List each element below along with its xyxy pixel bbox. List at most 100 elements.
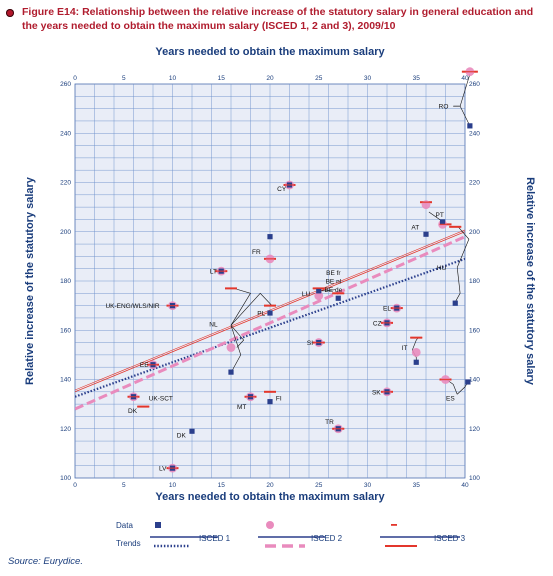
country-label: DK <box>177 432 187 439</box>
y-tick-label-left: 180 <box>60 278 71 285</box>
point-isced3-overlay-CZ <box>381 322 393 324</box>
point-isced1-PL <box>267 310 273 316</box>
country-label: MT <box>237 404 246 411</box>
y-tick-label-right: 140 <box>469 377 480 384</box>
x-tick-label-top: 25 <box>315 75 323 82</box>
point-isced3-overlay-PL <box>264 305 276 307</box>
y-tick-label-right: 240 <box>469 130 480 137</box>
country-label: PL <box>257 311 265 318</box>
y-tick-label-left: 220 <box>60 180 71 187</box>
x-tick-label-bottom: 15 <box>218 482 226 489</box>
x-tick-label-top: 20 <box>266 75 274 82</box>
point-isced2-LU <box>314 291 324 301</box>
point-isced2-NL <box>226 343 236 352</box>
country-label: HU <box>437 265 447 272</box>
y-tick-label-left: 240 <box>60 130 71 137</box>
y-tick-label-right: 100 <box>469 475 480 482</box>
country-label: SK <box>372 389 381 396</box>
point-isced1-LU <box>316 288 322 294</box>
x-tick-label-top: 30 <box>364 75 372 82</box>
country-label: BE de <box>325 287 343 294</box>
point-isced2-AT <box>421 200 431 210</box>
point-isced1-HU <box>452 300 458 306</box>
y-tick-label-left: 120 <box>60 426 71 433</box>
point-isced3-overlay-MT <box>244 396 257 398</box>
point-isced1-RO <box>467 123 473 129</box>
point-isced3-overlay-BE fr/nl/de <box>332 292 345 294</box>
x-tick-label-bottom: 5 <box>122 482 126 489</box>
country-label: TR <box>325 419 334 426</box>
x-tick-label-bottom: 25 <box>315 482 323 489</box>
point-isced3-overlay-TR <box>332 428 345 430</box>
x-tick-label-bottom: 10 <box>169 482 177 489</box>
point-isced3-overlay-IT <box>410 337 423 339</box>
trend-line-solid-edge <box>75 229 465 391</box>
country-label: ES <box>446 395 455 402</box>
legend-marker-isced3 <box>391 524 397 526</box>
leader-line <box>230 292 273 326</box>
leader-line <box>230 325 245 348</box>
point-isced1-FI <box>267 399 273 405</box>
legend-marker-isced2 <box>266 521 274 529</box>
chart-legend: Data Trends ISCED 1 ISCED 2 ISCED 3 <box>116 521 466 548</box>
point-isced1-BE fr/nl/de <box>335 295 341 301</box>
source-note: Source: Eurydice. <box>8 556 83 567</box>
point-isced3-overlay-RO <box>463 71 476 73</box>
figure-title: Figure E14: Relationship between the rel… <box>22 6 534 32</box>
country-label: RO <box>439 104 449 111</box>
country-label: DK <box>128 408 138 415</box>
country-label: IT <box>402 345 408 352</box>
point-isced3-overlay-FI <box>264 391 276 393</box>
country-label: LT <box>210 269 217 276</box>
point-isced3-overlay-FR <box>264 258 276 260</box>
country-label: FI <box>276 395 282 402</box>
country-label: PT <box>435 212 443 219</box>
point-isced1-DK <box>189 428 195 434</box>
leader-line <box>456 226 470 268</box>
y-tick-label-right: 200 <box>469 229 480 236</box>
point-isced3-overlay-UK-ENG/WLS/NIR <box>166 305 179 307</box>
leader-line <box>230 288 251 326</box>
y-tick-label-left: 100 <box>60 475 71 482</box>
x-tick-label-top: 5 <box>122 75 126 82</box>
point-isced1-FR <box>267 234 273 240</box>
x-tick-label-bottom: 35 <box>413 482 421 489</box>
point-isced3-overlay-CY <box>283 184 296 186</box>
y-axis-title-right: Relative increase of the statutory salar… <box>524 177 536 386</box>
x-tick-label-bottom: 0 <box>73 482 77 489</box>
y-tick-label-left: 200 <box>60 229 71 236</box>
point-isced3-overlay-LV <box>166 467 179 469</box>
country-label: EL <box>383 306 391 313</box>
x-tick-label-top: 40 <box>461 75 469 82</box>
point-isced1-ES <box>465 379 471 385</box>
legend-marker-isced1 <box>155 522 161 528</box>
point-isced3-overlay-EL <box>390 307 403 309</box>
leader-line <box>454 267 461 303</box>
point-isced3-overlay-HU <box>449 226 462 228</box>
country-label: LU <box>302 291 311 298</box>
point-isced2-IT <box>411 348 421 357</box>
point-isced3-overlay-ES <box>439 378 452 381</box>
point-isced3-overlay-EE <box>147 364 159 366</box>
point-isced1-NL <box>228 369 234 375</box>
country-label: UK-ENG/WLS/NIR <box>105 303 159 310</box>
point-isced3-overlay-DK <box>137 405 150 408</box>
point-isced1-PT <box>439 219 446 225</box>
country-label: SI <box>307 340 313 347</box>
y-tick-label-left: 140 <box>60 377 71 384</box>
point-isced3-overlay-UK-SCT <box>127 396 140 398</box>
y-tick-label-right: 260 <box>469 81 480 88</box>
point-isced3-overlay-SI <box>312 341 325 344</box>
country-label: BE fr <box>326 270 341 277</box>
legend-row-trends: Trends <box>116 539 141 548</box>
x-axis-title-bottom: Years needed to obtain the maximum salar… <box>155 491 385 503</box>
country-label: NL <box>209 322 218 329</box>
legend-label-isced3: ISCED 3 <box>434 534 466 543</box>
y-tick-label-right: 220 <box>469 180 480 187</box>
x-tick-label-top: 0 <box>73 75 77 82</box>
country-label: EE <box>140 362 149 369</box>
legend-row-data: Data <box>116 521 133 530</box>
point-isced1-IT <box>413 359 419 365</box>
x-tick-label-top: 35 <box>413 75 421 82</box>
